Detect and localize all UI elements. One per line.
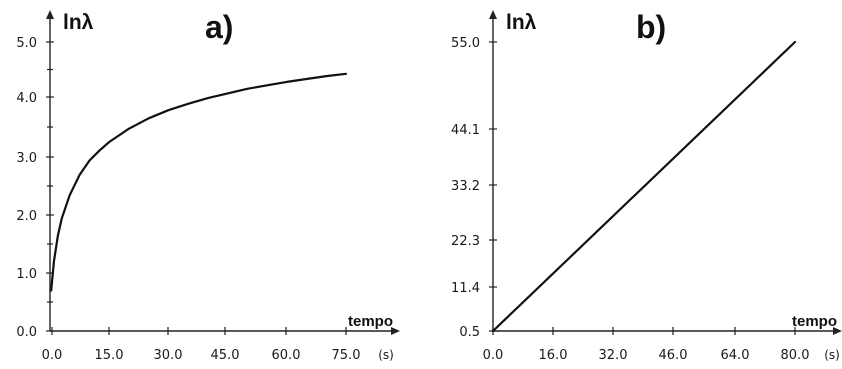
y-axis-title: lnλ [506, 11, 537, 34]
y-axis-arrow [46, 10, 54, 19]
x-tick-label: 45.0 [211, 348, 240, 363]
y-tick-label: 22.3 [451, 234, 480, 249]
y-tick-label: 5.0 [16, 36, 37, 51]
y-tick-label: 1.0 [16, 267, 37, 282]
x-tick-label: 15.0 [95, 348, 124, 363]
y-tick-label: 11.4 [451, 281, 480, 296]
x-tick-label: 32.0 [599, 348, 628, 363]
y-tick-label: 33.2 [451, 179, 480, 194]
y-tick-label: 0.0 [16, 325, 37, 340]
y-tick-label: 3.0 [16, 151, 37, 166]
y-tick-label: 2.0 [16, 209, 37, 224]
x-tick-label: 75.0 [332, 348, 361, 363]
x-axis-title: tempo [792, 313, 837, 330]
series-line [493, 42, 795, 331]
panel-label: a) [205, 9, 233, 45]
chart-panel-b: 0.5 11.4 22.3 33.2 44.1 55.0 0.0 16.0 32.0 46.0 64… [451, 9, 842, 363]
x-tick-label: 60.0 [272, 348, 301, 363]
chart-panel-a: 0.0 1.0 2.0 3.0 4.0 5.0 0.0 15.0 30.0 45.0 60.0 75.… [16, 9, 400, 363]
x-tick-label: 0.0 [42, 348, 63, 363]
x-tick-label: 80.0 [781, 348, 810, 363]
y-axis-arrow [489, 10, 497, 19]
y-axis-title: lnλ [63, 11, 94, 34]
x-unit-label: (s) [378, 348, 394, 362]
x-tick-label: 0.0 [483, 348, 504, 363]
series-line [51, 74, 346, 291]
x-tick-label: 16.0 [539, 348, 568, 363]
y-tick-label: 4.0 [16, 91, 37, 106]
y-tick-label: 44.1 [451, 123, 480, 138]
x-tick-label: 46.0 [659, 348, 688, 363]
y-tick-label: 55.0 [451, 36, 480, 51]
y-tick-label: 0.5 [459, 325, 480, 340]
x-tick-label: 64.0 [721, 348, 750, 363]
x-axis-title: tempo [348, 313, 393, 330]
panel-label: b) [636, 9, 666, 45]
x-unit-label: (s) [824, 348, 840, 362]
x-tick-label: 30.0 [154, 348, 183, 363]
